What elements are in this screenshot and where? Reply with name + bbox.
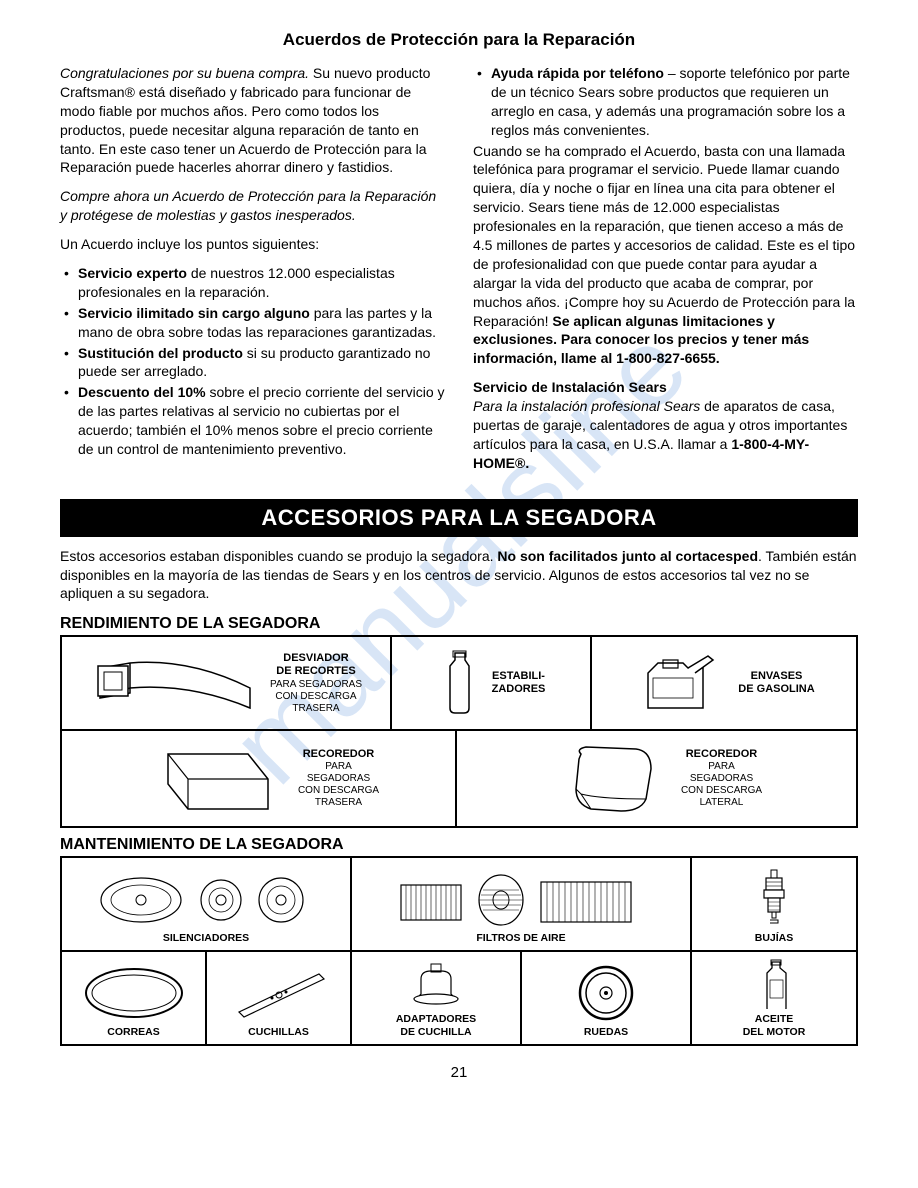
maint-cell-wheels: RUEDAS (522, 952, 692, 1044)
cell-title: RECOREDOR (298, 748, 379, 761)
bullet-bold: Sustitución del producto (78, 345, 243, 361)
bullet-item: Servicio ilimitado sin cargo alguno para… (60, 304, 445, 342)
cell-sub: PARASEGADORASCON DESCARGATRASERA (298, 761, 379, 809)
right-bullets: Ayuda rápida por teléfono – soporte tele… (473, 64, 858, 140)
intro-bold: No son facilitados junto al cortacesped (497, 548, 758, 564)
catcher-side-icon (551, 739, 671, 819)
cell-title: RECOREDOR (681, 748, 762, 761)
bullet-item: Sustitución del producto si su producto … (60, 344, 445, 382)
maint-cell-blades: CUCHILLAS (207, 952, 352, 1044)
maint-cell-sparkplugs: BUJÍAS (692, 858, 856, 950)
bullet-item: Descuento del 10% sobre el precio corrie… (60, 383, 445, 459)
bullet-item: Ayuda rápida por teléfono – soporte tele… (473, 64, 858, 140)
perf-row-2: RECOREDOR PARASEGADORASCON DESCARGATRASE… (62, 731, 856, 826)
left-p3: Un Acuerdo incluye los puntos siguientes… (60, 235, 445, 254)
accessories-intro: Estos accesorios estaban disponibles cua… (60, 547, 858, 604)
right-p3: Servicio de Instalación Sears Para la in… (473, 378, 858, 472)
gascan-icon (633, 648, 728, 718)
cell-label: ACEITEDEL MOTOR (743, 1013, 806, 1038)
filters-icon (391, 870, 651, 928)
adapter-icon (401, 959, 471, 1009)
page-number: 21 (60, 1064, 858, 1081)
sparkplug-icon (754, 868, 794, 928)
mufflers-icon (91, 870, 321, 928)
bullet-item: Servicio experto de nuestros 12.000 espe… (60, 264, 445, 302)
left-bullets: Servicio experto de nuestros 12.000 espe… (60, 264, 445, 459)
maint-cell-belts: CORREAS (62, 952, 207, 1044)
performance-heading: RENDIMIENTO DE LA SEGADORA (60, 615, 858, 633)
left-p1-rest: Su nuevo producto Craftsman® está diseña… (60, 65, 430, 175)
perf-cell-gascan: ENVASESDE GASOLINA (592, 637, 856, 729)
catcher-rear-icon (138, 739, 288, 819)
maint-cell-adapters: ADAPTADORESDE CUCHILLA (352, 952, 522, 1044)
cell-title: ENVASESDE GASOLINA (738, 670, 814, 696)
right-p2-text: Cuando se ha comprado el Acuerdo, basta … (473, 143, 855, 329)
bullet-bold: Servicio ilimitado sin cargo alguno (78, 305, 310, 321)
performance-grid: DESVIADORDE RECORTES PARA SEGADORASCON D… (60, 635, 858, 828)
bottle-icon (437, 648, 482, 718)
cell-label: BUJÍAS (755, 932, 794, 945)
cell-title: ESTABILI-ZADORES (492, 670, 546, 696)
perf-cell-stabilizer: ESTABILI-ZADORES (392, 637, 592, 729)
intro-part1: Estos accesorios estaban disponibles cua… (60, 548, 497, 564)
left-p2: Compre ahora un Acuerdo de Protección pa… (60, 187, 445, 225)
left-p1: Congratulaciones por su buena compra. Su… (60, 64, 445, 177)
cell-label: CORREAS (107, 1026, 160, 1039)
deflector-icon (90, 648, 260, 718)
maintenance-grid: SILENCIADORES FILTROS DE AIRE (60, 856, 858, 1046)
bullet-bold: Descuento del 10% (78, 384, 206, 400)
belt-icon (79, 964, 189, 1022)
maint-row-2: CORREAS CUCHILLAS ADAPTADORESDE CUCHILLA (62, 952, 856, 1044)
maint-row-1: SILENCIADORES FILTROS DE AIRE (62, 858, 856, 952)
maint-cell-filters: FILTROS DE AIRE (352, 858, 692, 950)
cell-label: RUEDAS (584, 1026, 628, 1039)
right-p3-bold: Servicio de Instalación Sears (473, 379, 667, 395)
bullet-bold: Ayuda rápida por teléfono (491, 65, 664, 81)
maintenance-heading: MANTENIMIENTO DE LA SEGADORA (60, 836, 858, 854)
cell-label: FILTROS DE AIRE (476, 932, 565, 945)
perf-cell-deflector: DESVIADORDE RECORTES PARA SEGADORASCON D… (62, 637, 392, 729)
left-p1-italic: Congratulaciones por su buena compra. (60, 65, 309, 81)
cell-label: CUCHILLAS (248, 1026, 309, 1039)
bullet-bold: Servicio experto (78, 265, 187, 281)
cell-label: SILENCIADORES (163, 932, 249, 945)
oil-bottle-icon (752, 958, 797, 1009)
right-p2: Cuando se ha comprado el Acuerdo, basta … (473, 142, 858, 369)
accessories-banner: ACCESORIOS PARA LA SEGADORA (60, 499, 858, 537)
page-title: Acuerdos de Protección para la Reparació… (60, 30, 858, 50)
cell-label: ADAPTADORESDE CUCHILLA (396, 1013, 476, 1038)
perf-cell-catcher-side: RECOREDOR PARASEGADORASCON DESCARGALATER… (457, 731, 856, 826)
cell-sub: PARASEGADORASCON DESCARGALATERAL (681, 761, 762, 809)
right-column: Ayuda rápida por teléfono – soporte tele… (473, 64, 858, 483)
cell-title: DESVIADORDE RECORTES (270, 652, 362, 678)
cell-sub: PARA SEGADORASCON DESCARGATRASERA (270, 679, 362, 715)
wheel-icon (571, 964, 641, 1022)
blade-icon (224, 964, 334, 1022)
two-column-layout: Congratulaciones por su buena compra. Su… (60, 64, 858, 483)
maint-cell-mufflers: SILENCIADORES (62, 858, 352, 950)
left-column: Congratulaciones por su buena compra. Su… (60, 64, 445, 483)
perf-row-1: DESVIADORDE RECORTES PARA SEGADORASCON D… (62, 637, 856, 731)
maint-cell-oil: ACEITEDEL MOTOR (692, 952, 856, 1044)
perf-cell-catcher-rear: RECOREDOR PARASEGADORASCON DESCARGATRASE… (62, 731, 457, 826)
right-p3-italic: Para la instalación profesional Sears (473, 398, 700, 414)
